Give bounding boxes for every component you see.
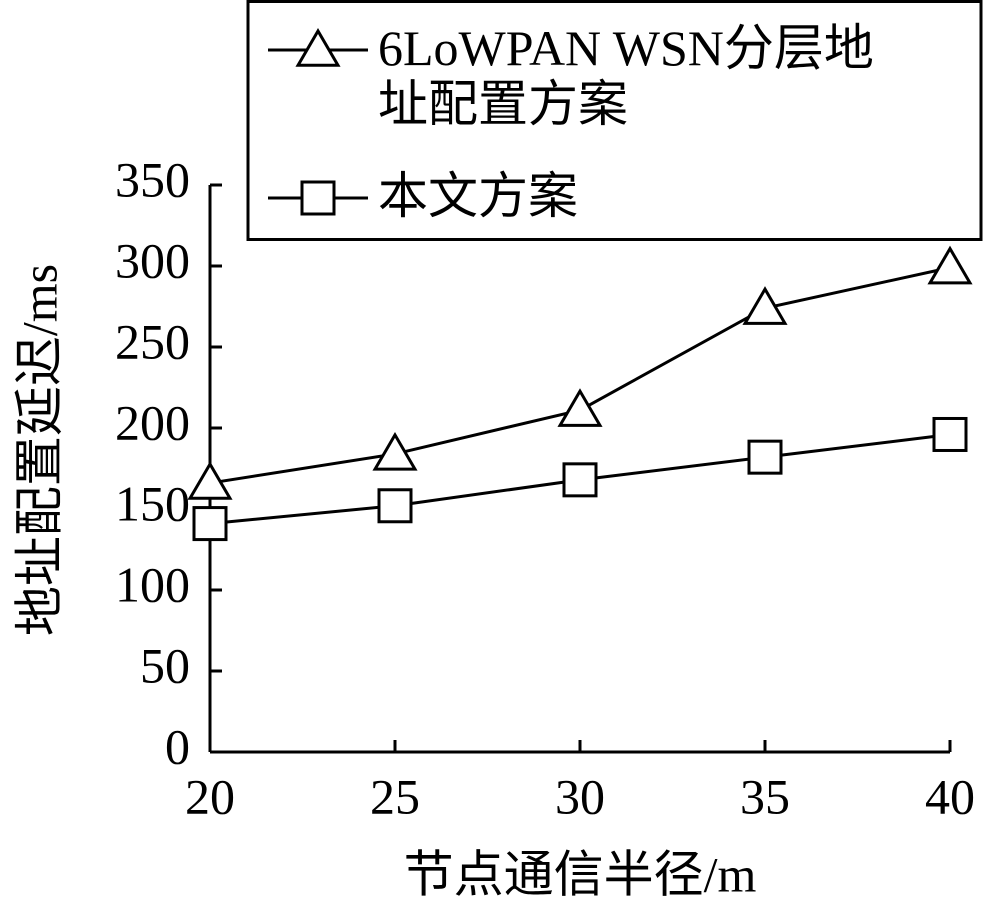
x-tick-label: 20 <box>185 768 235 824</box>
legend-label-box: 6LoWPAN WSN分层地址配置方案 <box>378 20 874 132</box>
marker-triangle <box>927 245 973 285</box>
marker-triangle <box>295 28 341 67</box>
x-axis-title: 节点通信半径/m <box>404 846 757 902</box>
legend-box <box>246 0 983 241</box>
y-tick-label: 350 <box>115 151 190 207</box>
y-tick-label: 0 <box>165 718 190 774</box>
marker-square <box>192 506 228 542</box>
y-tick-label: 150 <box>115 475 190 531</box>
marker-square <box>300 180 336 216</box>
y-tick-label: 100 <box>115 556 190 612</box>
marker-triangle <box>742 286 788 325</box>
y-tick-label: 250 <box>115 313 190 369</box>
marker-square <box>747 439 783 475</box>
x-tick-label: 35 <box>740 768 790 824</box>
legend-label-box: 本文方案 <box>378 168 578 224</box>
y-tick-label: 200 <box>115 394 190 450</box>
y-tick-label: 50 <box>140 637 190 693</box>
legend-label: 本文方案 <box>378 168 578 224</box>
marker-square <box>562 462 598 498</box>
marker-square <box>932 416 968 452</box>
marker-triangle <box>557 388 603 427</box>
marker-triangle <box>372 431 418 471</box>
x-tick-label: 25 <box>370 768 420 824</box>
marker-square <box>377 488 413 524</box>
y-tick-label: 300 <box>115 232 190 288</box>
series-line <box>209 266 951 485</box>
marker-triangle <box>187 461 233 500</box>
x-tick-label: 40 <box>925 768 975 824</box>
y-axis-title: 地址配置延迟/ms <box>11 264 67 636</box>
legend-label: 6LoWPAN WSN分层地址配置方案 <box>378 20 874 132</box>
x-tick-label: 30 <box>555 768 605 824</box>
